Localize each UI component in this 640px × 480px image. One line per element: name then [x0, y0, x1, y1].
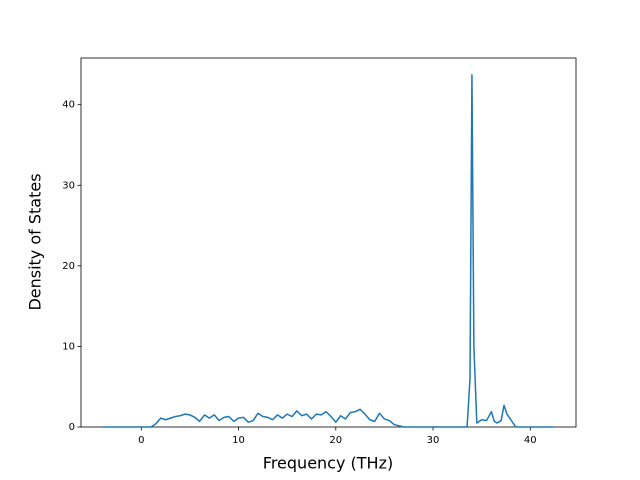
x-tick-label: 20: [329, 435, 342, 446]
x-tick-label: 40: [524, 435, 537, 446]
y-tick-label: 40: [62, 100, 75, 111]
x-tick-label: 10: [232, 435, 245, 446]
y-tick-label: 20: [62, 261, 75, 272]
y-tick-label: 0: [69, 422, 75, 433]
y-tick-label: 10: [62, 341, 75, 352]
x-axis-label: Frequency (THz): [263, 454, 393, 473]
x-tick-label: 0: [138, 435, 144, 446]
data-line: [102, 74, 554, 428]
plot-frame: [80, 57, 577, 428]
x-tick-label: 30: [427, 435, 440, 446]
y-tick-label: 30: [62, 180, 75, 191]
y-axis-label: Density of States: [26, 173, 45, 310]
